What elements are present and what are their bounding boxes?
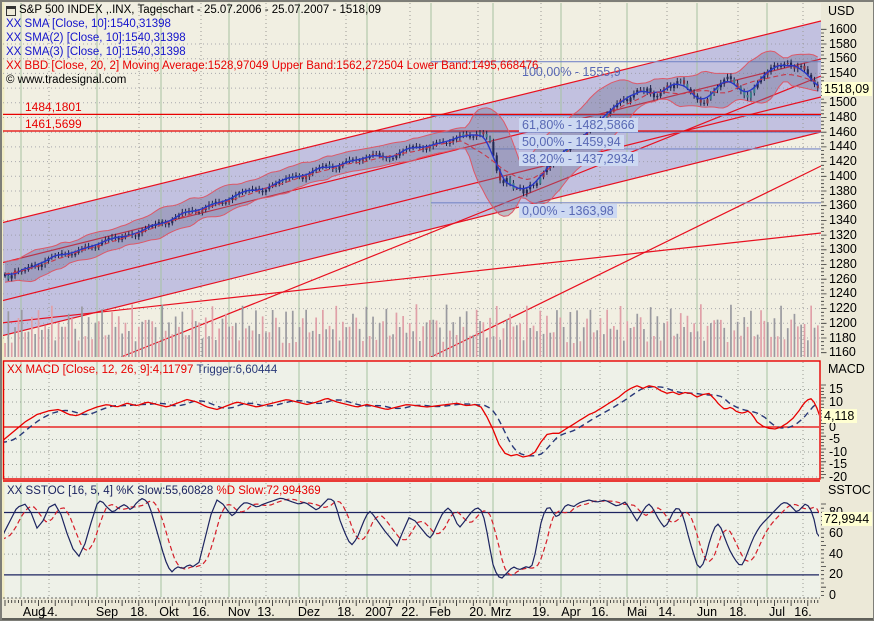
time-axis[interactable] xyxy=(1,599,873,619)
sstoc-chart-area[interactable] xyxy=(3,482,821,598)
price-axis[interactable] xyxy=(821,3,873,598)
macd-chart-area[interactable] xyxy=(3,361,821,479)
main-chart-area[interactable] xyxy=(3,3,821,357)
